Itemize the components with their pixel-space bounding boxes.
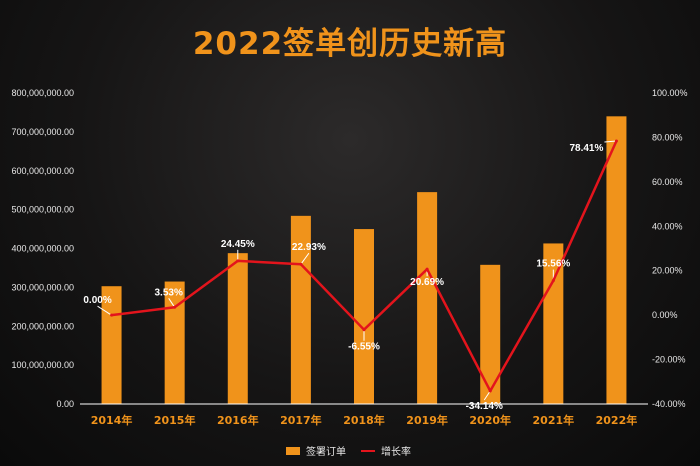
growth-point-2018年 — [362, 328, 366, 332]
label-leader — [168, 298, 176, 308]
legend: 签署订单 增长率 — [286, 445, 411, 458]
growth-line-layer — [110, 139, 618, 393]
y-right-tick: 20.00% — [652, 266, 683, 276]
growth-label-2022年: 78.41% — [569, 143, 603, 154]
y-left-tick: 200,000,000.00 — [11, 321, 74, 331]
growth-point-2021年 — [551, 279, 555, 283]
growth-label-2017年: 22.93% — [292, 242, 326, 253]
legend-label-bar: 签署订单 — [306, 445, 346, 458]
growth-label-2015年: 3.53% — [154, 287, 182, 298]
bar-2015年 — [164, 281, 185, 404]
growth-label-2016年: 24.45% — [221, 239, 255, 250]
bar-2016年 — [227, 253, 248, 404]
y-right-tick: 0.00% — [652, 310, 678, 320]
x-tick-2022年: 2022年 — [596, 413, 638, 427]
growth-label-2014年: 0.00% — [83, 295, 111, 306]
y-left-tick: 100,000,000.00 — [11, 360, 74, 370]
y-left-tick: 500,000,000.00 — [11, 205, 74, 215]
y-left-tick: 600,000,000.00 — [11, 166, 74, 176]
legend-swatch-bar — [286, 447, 300, 455]
bar-2022年 — [606, 116, 627, 404]
y-right-tick: 80.00% — [652, 132, 683, 142]
y-left-tick: 0.00 — [56, 399, 74, 409]
axes-layer: 0.00 100,000,000.00 200,000,000.00 300,000,… — [11, 88, 687, 427]
growth-label-2018年: -6.55% — [348, 342, 380, 353]
bars-layer — [101, 116, 627, 404]
growth-point-2017年 — [299, 262, 303, 266]
x-tick-2019年: 2019年 — [406, 413, 448, 427]
x-tick-2018年: 2018年 — [343, 413, 385, 427]
growth-point-2016年 — [236, 259, 240, 263]
label-leader — [300, 252, 310, 265]
legend-label-line: 增长率 — [381, 445, 411, 458]
growth-label-2021年: 15.56% — [536, 259, 570, 270]
x-tick-2020年: 2020年 — [469, 413, 511, 427]
label-leader — [604, 140, 617, 143]
y-left-tick: 400,000,000.00 — [11, 244, 74, 254]
x-tick-2017年: 2017年 — [280, 413, 322, 427]
y-right-tick: -20.00% — [652, 355, 686, 365]
y-right-tick: -40.00% — [652, 399, 686, 409]
growth-point-2022年 — [614, 139, 618, 143]
x-tick-2016年: 2016年 — [217, 413, 259, 427]
x-tick-2015年: 2015年 — [154, 413, 196, 427]
x-tick-2014年: 2014年 — [91, 413, 133, 427]
y-right-tick: 60.00% — [652, 177, 683, 187]
y-left-tick: 700,000,000.00 — [11, 127, 74, 137]
y-left-tick: 300,000,000.00 — [11, 282, 74, 292]
bar-2020年 — [480, 264, 501, 404]
growth-label-2020年: -34.14% — [466, 401, 503, 412]
data-labels-layer: 0.00% 3.53% 24.45% 22.93% -6.55% 20.69% -34.14… — [83, 143, 603, 412]
growth-point-2020年 — [488, 389, 492, 393]
bar-2018年 — [354, 229, 374, 404]
bar-2019年 — [417, 192, 438, 404]
y-right-tick: 100.00% — [652, 88, 688, 98]
growth-point-2019年 — [425, 267, 429, 271]
label-leader — [483, 390, 491, 401]
x-tick-2021年: 2021年 — [533, 413, 575, 427]
label-leader — [97, 305, 112, 316]
label-leaders — [97, 140, 617, 401]
growth-point-2015年 — [173, 305, 177, 309]
bar-2021年 — [543, 243, 564, 404]
chart-title: 2022签单创历史新高 — [192, 26, 508, 62]
y-right-tick: 40.00% — [652, 221, 683, 231]
growth-point-2014年 — [110, 313, 114, 317]
y-left-tick: 800,000,000.00 — [11, 88, 74, 98]
growth-label-2019年: 20.69% — [410, 277, 444, 288]
